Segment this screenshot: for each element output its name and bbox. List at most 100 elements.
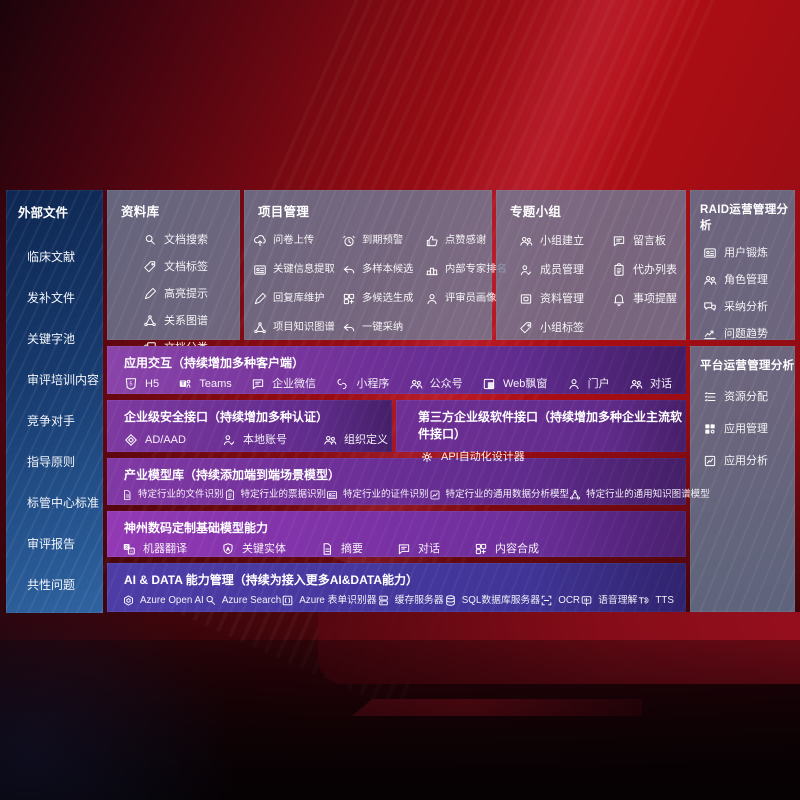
industry-model-row: 产业模型库（持续添加端到端场景模型） 特定行业的文件识别 特定行业的票据识别 特定行… bbox=[107, 458, 710, 505]
menu-item[interactable]: 应用分析 bbox=[703, 454, 795, 468]
panel-title: 资料库 bbox=[121, 205, 160, 219]
menu-item[interactable]: 事项提醒 bbox=[612, 292, 686, 306]
azure-search-icon bbox=[204, 594, 217, 607]
knowledge-graph-icon bbox=[253, 321, 267, 335]
menu-item[interactable]: AD/AAD bbox=[124, 433, 186, 447]
menu-item[interactable]: 留言板 bbox=[612, 234, 686, 248]
menu-item[interactable]: 文档搜索 bbox=[143, 233, 240, 247]
panel-title: 项目管理 bbox=[258, 205, 310, 219]
sidebar-item[interactable]: 共性问题 bbox=[27, 578, 76, 592]
menu-item[interactable]: 一键采纳 bbox=[342, 321, 425, 335]
sidebar-item[interactable]: 关键字池 bbox=[27, 332, 76, 346]
menu-item[interactable]: 语音理解 bbox=[580, 594, 637, 607]
chat-bubble-icon bbox=[397, 542, 411, 556]
qa-analysis-icon bbox=[703, 300, 717, 314]
menu-item[interactable]: 成员管理 bbox=[519, 263, 612, 277]
teams-icon: T bbox=[178, 377, 192, 391]
menu-item[interactable]: 关键信息提取 bbox=[253, 263, 342, 277]
app-interaction-row: 应用交互（持续增加多种客户端） 5 H5 T Teams 企业微信 小程序 公众号 Web飘窗… bbox=[107, 346, 686, 394]
menu-item[interactable]: 缓存服务器 bbox=[377, 594, 444, 607]
menu-item[interactable]: Azure Open AI bbox=[122, 594, 204, 607]
menu-item[interactable]: 对话 bbox=[397, 542, 440, 556]
wechat-work-icon bbox=[251, 377, 265, 391]
ad-aad-icon bbox=[124, 433, 138, 447]
menu-item[interactable]: 门户 bbox=[567, 377, 610, 391]
sidebar-item[interactable]: 标管中心标准 bbox=[27, 496, 100, 510]
library-items: 文档搜索文档标签高亮提示关系图谱文档分类 bbox=[107, 220, 240, 355]
menu-item-label: 语音理解 bbox=[598, 594, 638, 606]
menu-item[interactable]: 回复库维护 bbox=[253, 292, 342, 306]
menu-item-label: 事项提醒 bbox=[633, 292, 677, 305]
menu-item[interactable]: OCR bbox=[540, 594, 580, 607]
menu-item[interactable]: 问题趋势 bbox=[703, 327, 795, 341]
menu-item[interactable]: 代办列表 bbox=[612, 263, 686, 277]
menu-item[interactable]: 项目知识图谱 bbox=[253, 321, 342, 335]
menu-item[interactable]: TTS bbox=[637, 594, 674, 607]
menu-item[interactable]: 角色管理 bbox=[703, 273, 795, 287]
menu-item[interactable]: 关键实体 bbox=[221, 542, 286, 556]
menu-item[interactable]: 本地账号 bbox=[222, 433, 287, 447]
cloud-upload-icon bbox=[253, 234, 267, 248]
menu-item[interactable]: 特定行业的通用知识图谱模型 bbox=[569, 489, 710, 501]
speech-understand-icon bbox=[580, 594, 593, 607]
menu-item[interactable]: 摘要 bbox=[320, 542, 363, 556]
sidebar-item[interactable]: 审评培训内容 bbox=[27, 373, 100, 387]
sidebar-item[interactable]: 发补文件 bbox=[27, 291, 76, 305]
menu-item[interactable]: 特定行业的票据识别 bbox=[224, 489, 326, 501]
menu-item-label: Azure Search bbox=[221, 594, 282, 606]
menu-item[interactable]: 组织定义 bbox=[323, 433, 388, 447]
menu-item[interactable]: 到期预警 bbox=[342, 234, 425, 248]
menu-item[interactable]: 多样本候选 bbox=[342, 263, 425, 277]
menu-item[interactable]: SQL数据库服务器 bbox=[444, 594, 540, 607]
menu-item-label: 留言板 bbox=[633, 234, 666, 247]
menu-item[interactable]: 5 H5 bbox=[124, 377, 159, 391]
menu-item[interactable]: 点赞感谢 bbox=[425, 234, 507, 248]
menu-item[interactable]: 小程序 bbox=[335, 377, 389, 391]
menu-item[interactable]: Azure 表单识别器 bbox=[281, 594, 377, 607]
menu-item[interactable]: 关系图谱 bbox=[143, 314, 240, 328]
menu-item-label: 项目知识图谱 bbox=[273, 321, 335, 333]
menu-item[interactable]: 资料管理 bbox=[519, 292, 612, 306]
menu-item-label: 采纳分析 bbox=[724, 300, 768, 313]
row-title: 第三方企业级软件接口（持续增加多种企业主流软件接口） bbox=[418, 410, 683, 441]
menu-item[interactable]: Azure Search bbox=[204, 594, 281, 607]
menu-item[interactable]: 应用管理 bbox=[703, 422, 795, 436]
menu-item[interactable]: 内容合成 bbox=[474, 542, 539, 556]
menu-item[interactable]: 评审员画像 bbox=[425, 292, 507, 306]
menu-item[interactable]: 问卷上传 bbox=[253, 234, 342, 248]
menu-item[interactable]: 高亮提示 bbox=[143, 287, 240, 301]
menu-item[interactable]: 特定行业的通用数据分析模型 bbox=[429, 489, 569, 501]
menu-item[interactable]: 企业微信 bbox=[251, 377, 316, 391]
menu-item[interactable]: 文 A 机器翻译 bbox=[122, 542, 187, 556]
menu-item[interactable]: 特定行业的证件识别 bbox=[326, 489, 429, 501]
menu-item[interactable]: 文档标签 bbox=[143, 260, 240, 274]
menu-item[interactable]: API自动化设计器 bbox=[420, 450, 525, 464]
menu-item[interactable]: 资源分配 bbox=[703, 390, 795, 404]
reply-arrow-icon bbox=[342, 263, 356, 277]
special-group-panel: 专题小组 小组建立 留言板 成员管理 代办列表 资料管理 事项提醒 小组标签 bbox=[496, 190, 686, 340]
menu-item[interactable]: 内部专家排名 bbox=[425, 263, 507, 277]
menu-item[interactable]: 对话 bbox=[629, 377, 672, 391]
menu-item-label: 关系图谱 bbox=[164, 314, 208, 327]
menu-item[interactable]: 用户锻炼 bbox=[703, 246, 795, 260]
menu-item[interactable]: 小组标签 bbox=[519, 321, 612, 335]
menu-item-label: 企业微信 bbox=[272, 377, 317, 390]
menu-item[interactable]: 采纳分析 bbox=[703, 300, 795, 314]
ranking-icon bbox=[425, 263, 439, 277]
menu-item-label: 特定行业的证件识别 bbox=[343, 489, 429, 501]
menu-item[interactable]: 多候选生成 bbox=[342, 292, 425, 306]
menu-item[interactable]: 公众号 bbox=[409, 377, 463, 391]
group-tag-icon bbox=[519, 321, 533, 335]
menu-item[interactable]: T Teams bbox=[178, 377, 232, 391]
tag-icon bbox=[143, 260, 157, 274]
menu-item-label: 评审员画像 bbox=[445, 292, 497, 304]
menu-item[interactable]: 特定行业的文件识别 bbox=[121, 489, 224, 501]
menu-item[interactable]: 小组建立 bbox=[519, 234, 612, 248]
sidebar-item[interactable]: 竞争对手 bbox=[27, 414, 76, 428]
sidebar-item[interactable]: 审评报告 bbox=[27, 537, 76, 551]
menu-item-label: 特定行业的文件识别 bbox=[138, 489, 224, 501]
sidebar-item[interactable]: 指导原则 bbox=[27, 455, 76, 469]
menu-item[interactable]: Web飘窗 bbox=[482, 377, 547, 391]
app-analysis-icon bbox=[703, 454, 717, 468]
sidebar-item[interactable]: 临床文献 bbox=[27, 250, 76, 264]
